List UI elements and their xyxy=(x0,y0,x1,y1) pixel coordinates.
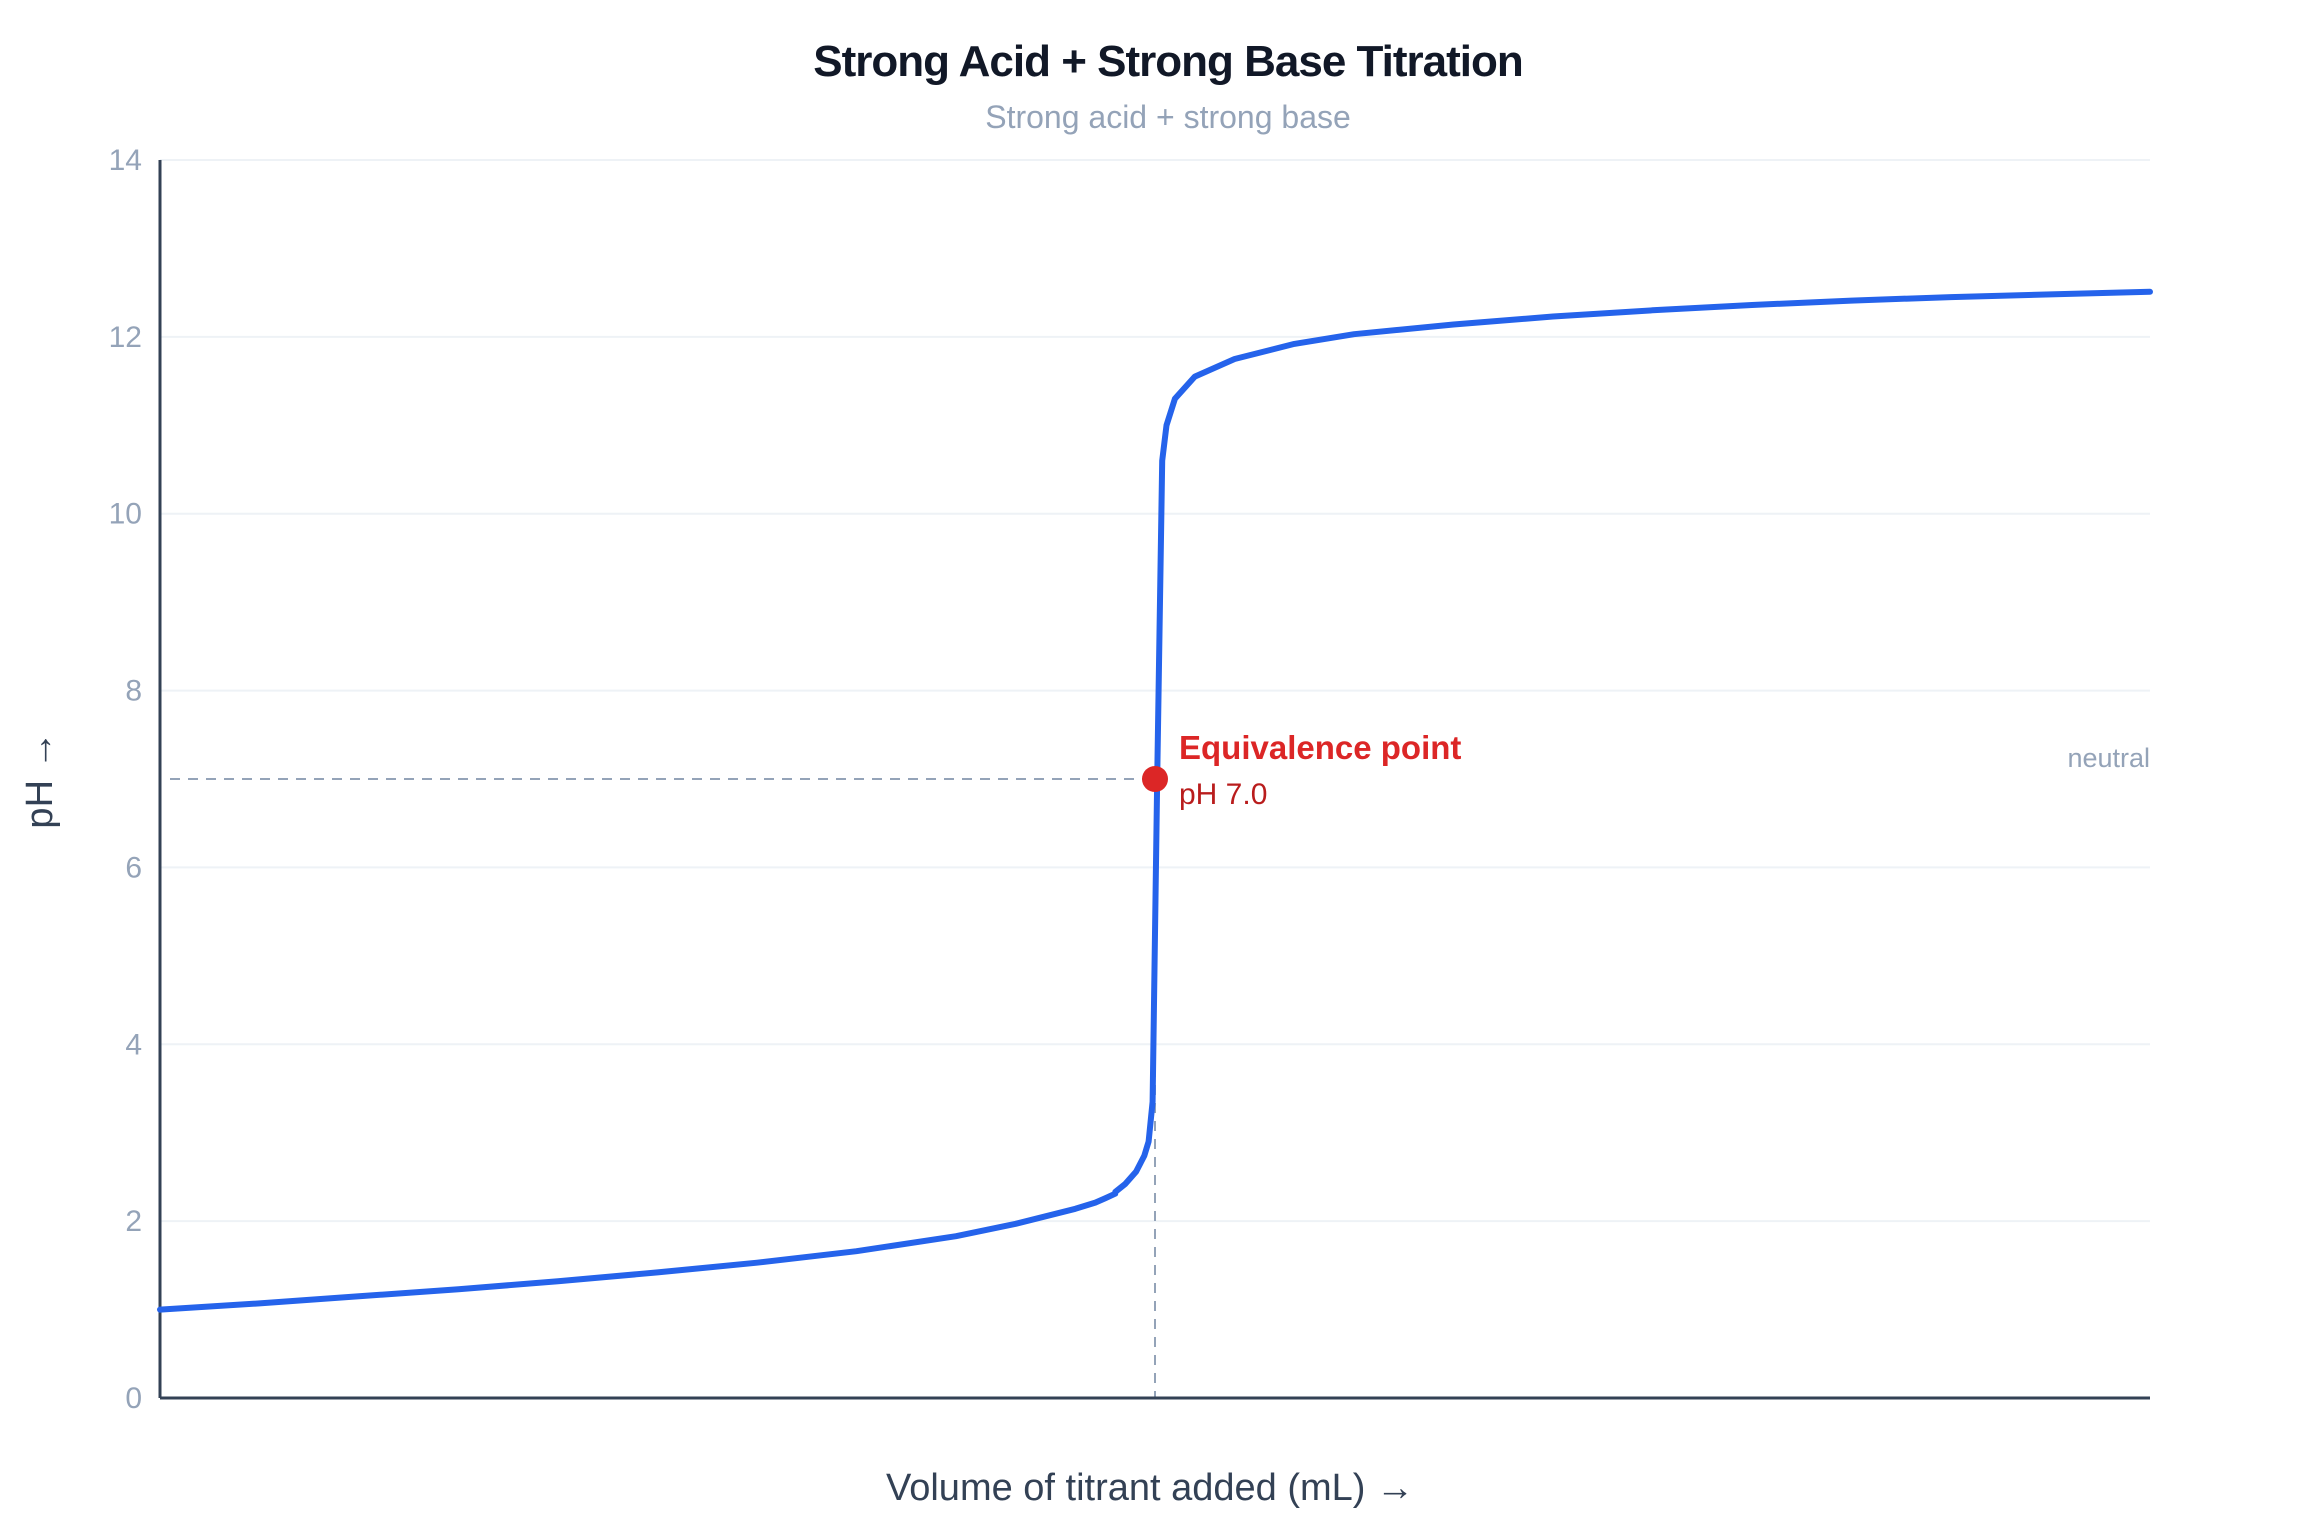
curve-layer xyxy=(157,288,2153,1313)
equivalence-point-marker xyxy=(1142,766,1168,792)
y-tick-label-10: 10 xyxy=(109,498,142,531)
equivalence-point-label: Equivalence point xyxy=(1179,729,1461,766)
y-tick-label-2: 2 xyxy=(125,1205,142,1238)
y-tick-label-12: 12 xyxy=(109,321,142,354)
chart-subtitle: Strong acid + strong base xyxy=(985,99,1351,135)
reference-lines: neutral xyxy=(170,743,2150,1398)
y-tick-label-4: 4 xyxy=(125,1028,142,1061)
y-tick-label-0: 0 xyxy=(125,1382,142,1415)
y-tick-label-8: 8 xyxy=(125,675,142,708)
annotation-layer: Equivalence point pH 7.0 xyxy=(1142,729,1461,811)
neutral-label: neutral xyxy=(2067,743,2150,773)
equivalence-point-ph-label: pH 7.0 xyxy=(1179,778,1267,811)
titration-curve-line xyxy=(157,288,2153,1313)
y-tick-label-14: 14 xyxy=(109,144,142,177)
y-tick-label-6: 6 xyxy=(125,851,142,884)
chart-title: Strong Acid + Strong Base Titration xyxy=(813,37,1522,86)
axes: 0 2 4 6 8 10 12 14 xyxy=(109,144,2150,1415)
x-axis-label: Volume of titrant added (mL) → xyxy=(886,1467,1414,1509)
y-axis-label: pH → xyxy=(19,731,61,828)
